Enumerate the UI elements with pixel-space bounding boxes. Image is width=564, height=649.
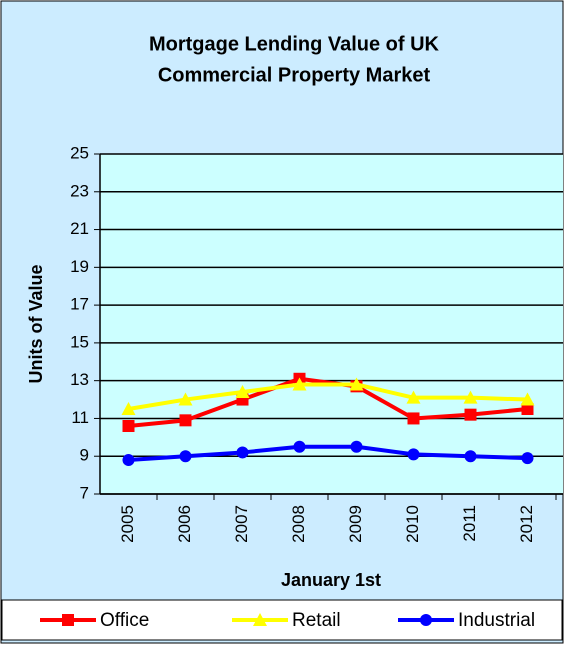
- y-tick-label: 19: [70, 257, 89, 276]
- data-point: [179, 450, 192, 463]
- legend-marker: [253, 613, 267, 626]
- legend-label: Office: [100, 610, 149, 631]
- data-point: [178, 392, 193, 406]
- chart-title: Commercial Property Market: [158, 64, 431, 86]
- data-point: [464, 450, 477, 463]
- y-tick-label: 13: [70, 370, 89, 389]
- x-axis-label: January 1st: [281, 570, 381, 590]
- x-tick-label: 2007: [232, 505, 251, 543]
- x-tick-label: 2005: [118, 505, 137, 543]
- y-tick-label: 11: [71, 408, 89, 427]
- data-point: [521, 403, 534, 415]
- x-tick-label: 2006: [175, 505, 194, 543]
- data-point: [520, 392, 535, 406]
- data-point: [122, 454, 135, 466]
- data-point: [350, 440, 363, 453]
- x-tick-label: 2008: [289, 505, 308, 543]
- data-point: [235, 385, 250, 398]
- data-point: [349, 377, 364, 391]
- data-point: [121, 402, 136, 415]
- series-line: [128, 382, 528, 411]
- y-tick-label: 25: [70, 143, 89, 162]
- data-point: [407, 412, 420, 425]
- x-tick-label: 2011: [460, 505, 479, 542]
- plot-area: [100, 154, 563, 494]
- data-point: [463, 390, 478, 404]
- y-axis-label: Units of Value: [26, 264, 46, 383]
- data-point: [292, 377, 307, 391]
- data-point: [521, 452, 534, 465]
- x-tick-label: 2010: [403, 505, 422, 543]
- data-point: [179, 414, 192, 427]
- y-tick-label: 17: [70, 295, 89, 314]
- y-tick-label: 23: [70, 181, 89, 200]
- y-tick-label: 15: [70, 332, 89, 351]
- y-tick-label: 7: [80, 483, 89, 502]
- data-point: [407, 448, 420, 461]
- y-tick-label: 21: [70, 219, 89, 238]
- chart-title: Mortgage Lending Value of UK: [149, 33, 440, 55]
- legend-label: Industrial: [458, 610, 535, 631]
- data-point: [464, 408, 477, 421]
- legend-marker: [420, 614, 432, 626]
- x-tick-label: 2012: [517, 505, 536, 543]
- y-tick-label: 9: [80, 446, 89, 465]
- data-point: [236, 446, 249, 459]
- data-point: [293, 440, 306, 453]
- legend-marker: [62, 614, 74, 626]
- data-point: [122, 420, 135, 432]
- series-line: [128, 444, 528, 462]
- legend-label: Retail: [292, 610, 341, 631]
- data-point: [406, 390, 421, 404]
- x-tick-label: 2009: [346, 505, 365, 543]
